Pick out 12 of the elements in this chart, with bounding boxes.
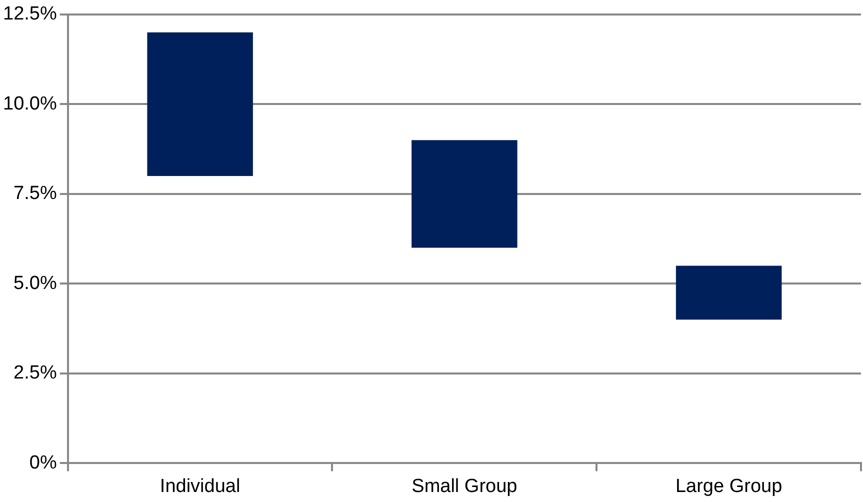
y-tick-label: 10.0% bbox=[3, 93, 57, 114]
y-tick-label: 2.5% bbox=[14, 362, 57, 384]
bar bbox=[147, 32, 253, 176]
y-tick-label: 7.5% bbox=[14, 183, 57, 204]
x-tick-label: Individual bbox=[160, 476, 240, 497]
x-tick-label: Large Group bbox=[675, 476, 782, 497]
y-tick-label: 5.0% bbox=[14, 272, 57, 294]
bar bbox=[412, 140, 518, 248]
y-tick-label: 0% bbox=[29, 452, 57, 474]
x-tick-label: Small Group bbox=[412, 476, 518, 497]
y-tick-label: 12.5% bbox=[3, 4, 57, 25]
bar bbox=[676, 266, 782, 320]
